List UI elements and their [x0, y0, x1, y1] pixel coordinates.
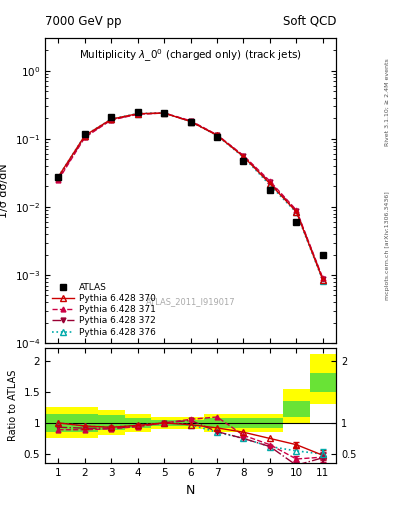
Pythia 6.428 370 — [162, 110, 167, 116]
ATLAS — [109, 114, 114, 120]
ATLAS — [215, 134, 219, 140]
Pythia 6.428 370 — [56, 174, 61, 180]
ATLAS — [241, 158, 246, 164]
Text: Rivet 3.1.10; ≥ 2.4M events: Rivet 3.1.10; ≥ 2.4M events — [385, 58, 389, 146]
Pythia 6.428 372 — [241, 153, 246, 159]
Pythia 6.428 372 — [162, 110, 167, 116]
Text: ATLAS_2011_I919017: ATLAS_2011_I919017 — [146, 297, 235, 307]
Pythia 6.428 371 — [109, 117, 114, 123]
Pythia 6.428 371 — [135, 111, 140, 117]
Line: Pythia 6.428 371: Pythia 6.428 371 — [56, 111, 325, 281]
Pythia 6.428 371 — [294, 207, 299, 213]
Pythia 6.428 371 — [56, 177, 61, 183]
Pythia 6.428 372 — [268, 179, 272, 185]
Pythia 6.428 372 — [56, 176, 61, 182]
Line: ATLAS: ATLAS — [55, 109, 326, 258]
Pythia 6.428 376 — [241, 154, 246, 160]
Pythia 6.428 372 — [294, 208, 299, 214]
X-axis label: N: N — [186, 484, 195, 497]
Pythia 6.428 370 — [215, 132, 219, 138]
ATLAS — [320, 251, 325, 258]
Pythia 6.428 376 — [56, 174, 61, 180]
Pythia 6.428 371 — [320, 275, 325, 281]
Pythia 6.428 376 — [188, 118, 193, 124]
Legend: ATLAS, Pythia 6.428 370, Pythia 6.428 371, Pythia 6.428 372, Pythia 6.428 376: ATLAS, Pythia 6.428 370, Pythia 6.428 37… — [50, 281, 157, 338]
ATLAS — [135, 110, 140, 116]
Y-axis label: 1/σ dσ/dN: 1/σ dσ/dN — [0, 163, 9, 218]
ATLAS — [268, 186, 272, 193]
Pythia 6.428 370 — [294, 209, 299, 215]
ATLAS — [294, 219, 299, 225]
Pythia 6.428 370 — [320, 276, 325, 283]
Line: Pythia 6.428 376: Pythia 6.428 376 — [56, 110, 325, 283]
Pythia 6.428 370 — [188, 118, 193, 124]
Pythia 6.428 370 — [268, 181, 272, 187]
Line: Pythia 6.428 372: Pythia 6.428 372 — [56, 111, 325, 281]
Pythia 6.428 370 — [135, 111, 140, 117]
Text: 7000 GeV pp: 7000 GeV pp — [45, 15, 122, 28]
Pythia 6.428 376 — [294, 209, 299, 216]
Y-axis label: Ratio to ATLAS: Ratio to ATLAS — [8, 370, 18, 441]
Pythia 6.428 371 — [188, 118, 193, 124]
Pythia 6.428 372 — [188, 118, 193, 124]
ATLAS — [56, 174, 61, 180]
Pythia 6.428 371 — [83, 134, 87, 140]
ATLAS — [83, 131, 87, 137]
Pythia 6.428 371 — [241, 153, 246, 159]
Text: Multiplicity $\lambda\_0^0$ (charged only) (track jets): Multiplicity $\lambda\_0^0$ (charged onl… — [79, 48, 302, 64]
Pythia 6.428 376 — [215, 133, 219, 139]
ATLAS — [162, 110, 167, 116]
Text: Soft QCD: Soft QCD — [283, 15, 336, 28]
Pythia 6.428 371 — [215, 132, 219, 138]
Pythia 6.428 372 — [109, 117, 114, 123]
Pythia 6.428 370 — [241, 154, 246, 160]
Pythia 6.428 372 — [83, 134, 87, 140]
Pythia 6.428 371 — [162, 110, 167, 116]
Pythia 6.428 370 — [109, 116, 114, 122]
Pythia 6.428 370 — [83, 133, 87, 139]
Pythia 6.428 376 — [135, 111, 140, 117]
Text: mcplots.cern.ch [arXiv:1306.3436]: mcplots.cern.ch [arXiv:1306.3436] — [385, 191, 389, 300]
Pythia 6.428 372 — [320, 275, 325, 282]
Pythia 6.428 376 — [162, 110, 167, 116]
Pythia 6.428 372 — [215, 132, 219, 138]
Pythia 6.428 376 — [320, 278, 325, 284]
Pythia 6.428 376 — [268, 182, 272, 188]
Line: Pythia 6.428 370: Pythia 6.428 370 — [56, 110, 325, 283]
Pythia 6.428 376 — [109, 116, 114, 122]
Pythia 6.428 372 — [135, 111, 140, 117]
Pythia 6.428 376 — [83, 133, 87, 139]
Pythia 6.428 371 — [268, 178, 272, 184]
ATLAS — [188, 119, 193, 125]
